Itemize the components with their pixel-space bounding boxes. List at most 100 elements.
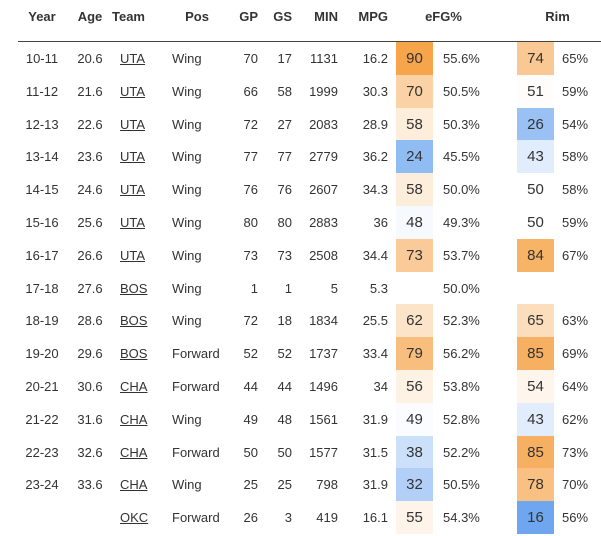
efg-value: 50.0%	[443, 280, 480, 296]
rim-value: 69%	[562, 346, 589, 362]
minutes-per-game: 34.3	[362, 182, 388, 198]
rim-percentile: 26	[517, 107, 554, 141]
team: UTA	[120, 83, 146, 99]
year: 18-19	[25, 313, 59, 329]
rim-percentile: 85	[517, 435, 554, 469]
position: Wing	[172, 477, 202, 493]
minutes: 1737	[309, 346, 338, 362]
efg-percentile: 58	[396, 107, 433, 141]
efg-value: 54.3%	[443, 510, 480, 526]
games-played: 26	[243, 510, 258, 526]
rim-value: 59%	[562, 83, 589, 99]
games-played: 72	[243, 116, 258, 132]
team: UTA	[120, 215, 146, 230]
position: Wing	[172, 149, 202, 165]
minutes-per-game: 16.1	[362, 510, 388, 526]
position: Wing	[172, 83, 202, 99]
minutes-per-game: 30.3	[362, 83, 388, 99]
age: 22.6	[77, 116, 103, 132]
rim-value: 59%	[562, 215, 589, 230]
rim-percentile: 50	[517, 173, 554, 207]
position: Wing	[172, 116, 202, 132]
year: 11-12	[25, 83, 59, 99]
age: 20.6	[77, 51, 103, 66]
efg-value: 50.0%	[443, 182, 480, 198]
year: 16-17	[25, 247, 59, 263]
column-header: eFG%	[425, 9, 462, 24]
games-started: 80	[277, 215, 292, 230]
team: CHA	[120, 379, 148, 394]
efg-percentile: 90	[396, 42, 433, 75]
games-played: 49	[243, 411, 258, 427]
year: 15-16	[25, 215, 59, 230]
position: Forward	[172, 379, 220, 394]
minutes: 5	[330, 280, 338, 296]
position: Wing	[172, 411, 202, 427]
rim-value: 62%	[562, 411, 589, 427]
minutes: 1577	[309, 444, 338, 460]
year: 10-11	[25, 51, 59, 66]
age: 28.6	[77, 313, 103, 329]
games-played: 73	[243, 247, 258, 263]
efg-value: 50.3%	[443, 116, 480, 132]
rim-value: 64%	[562, 379, 589, 394]
team: BOS	[120, 313, 148, 329]
minutes-per-game: 34	[373, 379, 388, 394]
efg-value: 50.5%	[443, 477, 480, 493]
rim-value: 70%	[562, 477, 589, 493]
minutes-per-game: 31.5	[362, 444, 388, 460]
minutes: 2883	[309, 215, 338, 230]
position: Wing	[172, 215, 202, 230]
rim-value: 65%	[562, 51, 589, 66]
year: 13-14	[25, 149, 59, 165]
games-started: 3	[284, 510, 292, 526]
rim-percentile: 85	[517, 337, 554, 371]
age: 24.6	[77, 182, 103, 198]
games-played: 70	[243, 51, 258, 66]
column-header: Pos	[185, 9, 209, 24]
header-rule	[18, 41, 601, 42]
rim-percentile: 51	[517, 74, 554, 108]
games-started: 77	[277, 149, 292, 165]
position: Wing	[172, 313, 202, 329]
team: BOS	[120, 346, 148, 362]
games-played: 76	[243, 182, 258, 198]
minutes-per-game: 34.4	[362, 247, 388, 263]
rim-value: 56%	[562, 510, 589, 526]
column-header: MPG	[358, 9, 388, 24]
rim-value: 67%	[562, 247, 589, 263]
efg-percentile: 70	[396, 74, 433, 108]
minutes: 2607	[309, 182, 338, 198]
rim-percentile: 50	[517, 206, 554, 239]
position: Forward	[172, 444, 220, 460]
games-started: 25	[277, 477, 292, 493]
rim-value: 58%	[562, 182, 589, 198]
minutes: 798	[316, 477, 338, 493]
games-played: 1	[250, 280, 258, 296]
team: OKC	[120, 510, 149, 526]
efg-value: 45.5%	[443, 149, 480, 165]
age: 30.6	[77, 379, 103, 394]
minutes: 2083	[309, 116, 338, 132]
games-started: 27	[277, 116, 292, 132]
position: Wing	[172, 247, 202, 263]
age: 26.6	[77, 247, 103, 263]
year: 19-20	[25, 346, 59, 362]
rim-value: 58%	[562, 149, 589, 165]
efg-value: 53.8%	[443, 379, 480, 394]
games-started: 76	[277, 182, 292, 198]
team: UTA	[120, 149, 146, 165]
efg-percentile: 58	[396, 173, 433, 207]
games-started: 44	[277, 379, 292, 394]
minutes-per-game: 31.9	[362, 477, 388, 493]
year: 21-22	[25, 411, 59, 427]
games-played: 80	[243, 215, 258, 230]
column-header: Age	[77, 9, 103, 24]
minutes-per-game: 28.9	[362, 116, 388, 132]
year: 23-24	[25, 477, 59, 493]
games-started: 17	[277, 51, 292, 66]
games-started: 1	[284, 280, 292, 296]
rim-percentile: 43	[517, 402, 554, 436]
minutes-per-game: 31.9	[362, 411, 388, 427]
games-played: 66	[243, 83, 258, 99]
